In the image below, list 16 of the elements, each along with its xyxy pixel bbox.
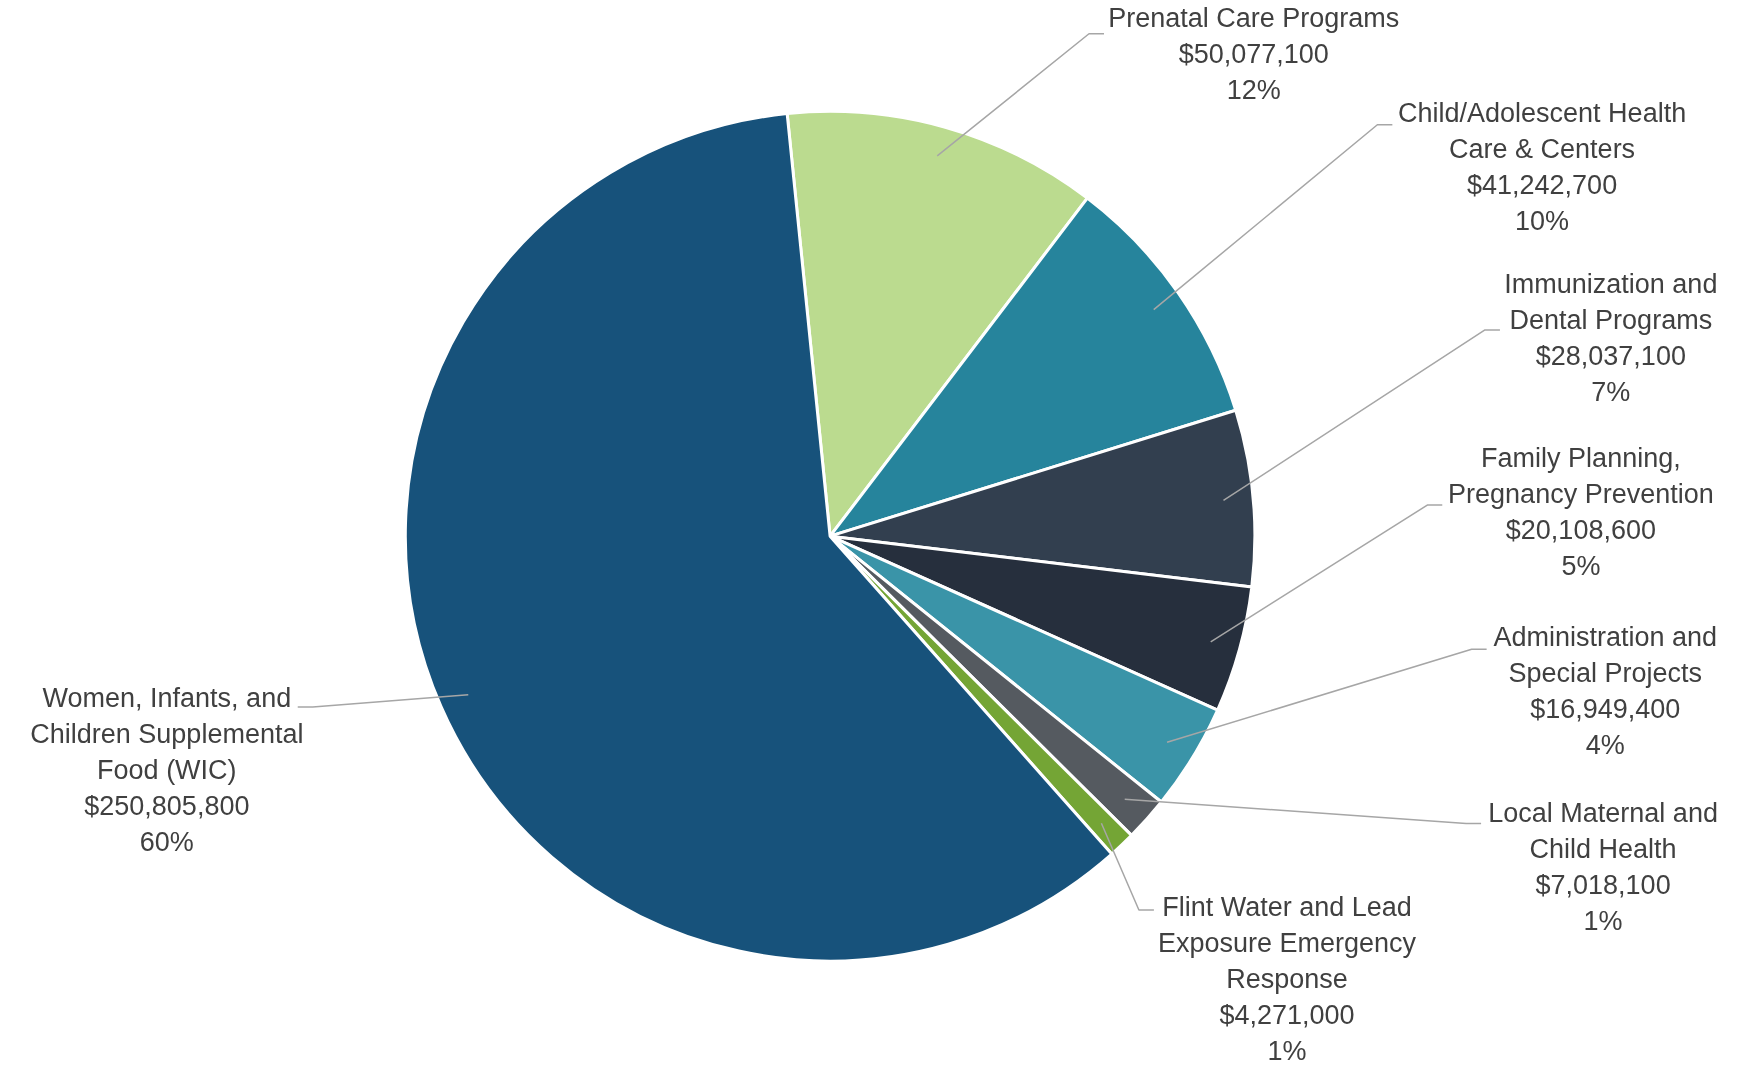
data-label: $41,242,700 10% xyxy=(1467,170,1618,237)
slice-label: Child/Adolescent Health Care & Centers xyxy=(1398,98,1687,165)
data-label: $20,108,600 5% xyxy=(1505,515,1656,582)
data-label: $16,949,400 4% xyxy=(1530,693,1681,760)
data-label: $50,077,100 12% xyxy=(1178,38,1329,105)
slice-label: Immunization and Dental Programs xyxy=(1504,268,1718,335)
data-label: $250,805,800 60% xyxy=(84,790,250,857)
slice-label: Family Planning, Pregnancy Prevention xyxy=(1448,443,1714,510)
slice-label: Flint Water and Lead Exposure Emergency Response xyxy=(1157,892,1417,995)
slice-label: Local Maternal and Child Health xyxy=(1488,797,1718,864)
data-label: $28,037,100 7% xyxy=(1535,340,1686,407)
data-label: $7,018,100 1% xyxy=(1535,869,1671,936)
slice-label: Women, Infants, and Children Supplemental Food (WIC) xyxy=(30,682,304,785)
slice-label: Administration and Special Projects xyxy=(1493,621,1718,688)
data-label: $4,271,000 1% xyxy=(1219,1000,1355,1066)
slice-label: Prenatal Care Programs xyxy=(1108,2,1400,33)
